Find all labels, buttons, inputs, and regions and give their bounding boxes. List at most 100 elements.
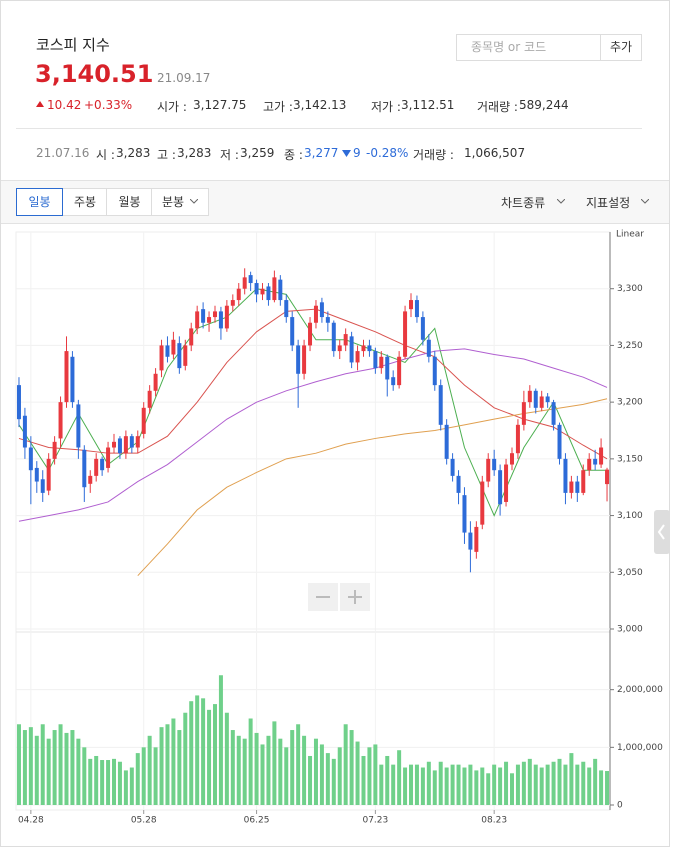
tab[interactable]: 분봉 bbox=[151, 188, 209, 216]
candle-body bbox=[28, 447, 33, 471]
stat-label: 거래량 : bbox=[477, 100, 518, 114]
volume-bar bbox=[70, 730, 75, 805]
y-tick-label: 3,300 bbox=[617, 284, 643, 294]
stat-label: 시가 : bbox=[157, 100, 187, 114]
candle-body bbox=[147, 390, 152, 408]
candle-body bbox=[183, 345, 188, 366]
volume-bar bbox=[82, 747, 87, 805]
volume-bar bbox=[599, 770, 604, 805]
candle-body bbox=[308, 322, 313, 346]
candle-body bbox=[254, 283, 259, 295]
volume-bar bbox=[409, 764, 414, 805]
volume-bar bbox=[100, 760, 105, 805]
candle-body bbox=[325, 317, 330, 323]
candle-body bbox=[58, 402, 63, 439]
candle-body bbox=[462, 495, 467, 533]
candle-body bbox=[117, 438, 122, 454]
volume-bar bbox=[16, 724, 21, 805]
candle-body bbox=[480, 481, 485, 525]
volume-bar bbox=[272, 721, 277, 805]
candle-body bbox=[76, 404, 81, 448]
volume-bar bbox=[284, 747, 289, 805]
candle-body bbox=[373, 351, 378, 369]
tab[interactable]: 월봉 bbox=[106, 188, 153, 216]
candle-body bbox=[426, 339, 431, 357]
stat-value: 589,244 bbox=[519, 98, 569, 112]
title: 코스피 지수 bbox=[36, 36, 110, 54]
candle-body bbox=[379, 356, 384, 369]
volume-bar bbox=[296, 724, 301, 805]
volume-bar bbox=[88, 758, 93, 805]
volume-bar bbox=[230, 730, 235, 805]
volume-bar bbox=[147, 735, 152, 805]
volume-bar bbox=[581, 761, 586, 805]
hover-value: 3,283 bbox=[116, 146, 151, 160]
tab[interactable]: 주봉 bbox=[62, 188, 108, 216]
tab[interactable]: 일봉 bbox=[16, 188, 63, 216]
volume-bar bbox=[94, 755, 99, 805]
volume-bar bbox=[260, 744, 265, 805]
candle-body bbox=[367, 345, 372, 352]
volume-bar bbox=[504, 761, 509, 805]
volume-bar bbox=[34, 735, 39, 805]
candle-body bbox=[337, 345, 342, 352]
moving-average bbox=[137, 398, 608, 577]
volume-bar bbox=[266, 735, 271, 805]
volume-bar bbox=[242, 738, 247, 805]
volume-bar bbox=[112, 758, 117, 805]
volume-bar bbox=[557, 758, 562, 805]
candle-body bbox=[46, 458, 51, 491]
candle-body bbox=[123, 436, 128, 454]
x-tick-label: 08.23 bbox=[481, 816, 507, 826]
volume-bar bbox=[486, 773, 491, 805]
candle-body bbox=[313, 305, 318, 323]
candle-body bbox=[504, 464, 509, 502]
volume-bar bbox=[236, 735, 241, 805]
candle-body bbox=[230, 300, 235, 306]
candle-body bbox=[599, 447, 604, 465]
candle-body bbox=[290, 317, 295, 346]
menu[interactable]: 차트종류 bbox=[501, 196, 546, 210]
stat-value: 3,142.13 bbox=[293, 98, 347, 112]
menu[interactable]: 지표설정 bbox=[586, 196, 631, 210]
candle-body bbox=[486, 458, 491, 482]
stat-value: 3,127.75 bbox=[193, 98, 247, 112]
volume-bar bbox=[373, 744, 378, 805]
moving-average bbox=[18, 348, 608, 522]
chevron bbox=[557, 199, 565, 204]
candle-body bbox=[248, 275, 253, 284]
candle-body bbox=[207, 317, 212, 323]
candle-body bbox=[135, 436, 140, 448]
volume-bar bbox=[141, 747, 146, 805]
candle-body bbox=[551, 402, 556, 425]
candle-body bbox=[432, 356, 437, 386]
candle-body bbox=[539, 396, 544, 408]
volume-bar bbox=[129, 767, 134, 805]
volume-bar bbox=[224, 712, 229, 805]
candle-body bbox=[444, 424, 449, 459]
search-input[interactable]: 종목명 or 코드 bbox=[456, 34, 601, 61]
candle-body bbox=[284, 300, 289, 318]
volume-bar bbox=[343, 724, 348, 805]
candle-body bbox=[195, 311, 200, 329]
candle-body bbox=[52, 441, 57, 459]
volume-bar bbox=[22, 730, 27, 805]
candle-body bbox=[403, 311, 408, 357]
side-toggle[interactable] bbox=[654, 510, 670, 554]
volume-bar bbox=[414, 764, 419, 805]
candle-body bbox=[94, 458, 99, 476]
volume-bar bbox=[159, 727, 164, 805]
volume-bar bbox=[189, 701, 194, 805]
volume-bar bbox=[337, 747, 342, 805]
candle-body bbox=[64, 351, 69, 403]
candle-body bbox=[331, 322, 336, 352]
candle-body bbox=[391, 377, 396, 386]
volume-bar bbox=[106, 760, 111, 805]
add-button[interactable]: 추가 bbox=[600, 34, 642, 61]
zoom-control[interactable] bbox=[308, 583, 370, 611]
x-tick-label: 07.23 bbox=[362, 816, 388, 826]
candle-body bbox=[100, 458, 105, 471]
volume-bar bbox=[605, 771, 610, 805]
volume-bar bbox=[509, 773, 514, 805]
